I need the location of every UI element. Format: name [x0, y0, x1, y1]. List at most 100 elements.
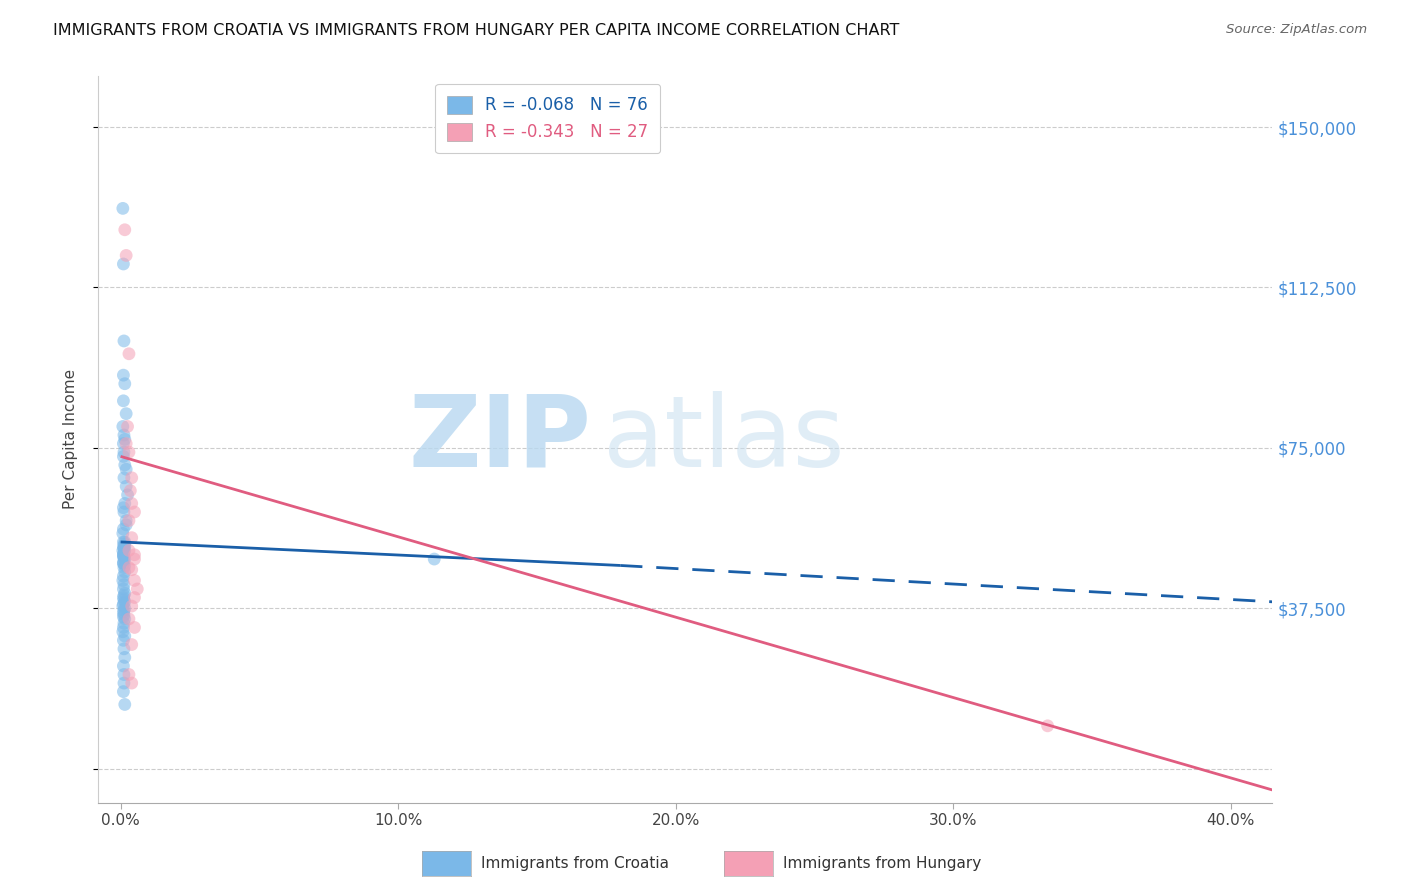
Point: [112, 500, 135, 515]
Point: [114, 535, 136, 549]
Point: [124, 574, 146, 588]
Point: [114, 558, 136, 573]
Point: [112, 471, 135, 485]
Point: [115, 479, 138, 493]
Point: [121, 638, 143, 652]
Point: [112, 633, 135, 648]
Point: [112, 549, 135, 564]
Point: [112, 436, 135, 450]
Point: [117, 419, 139, 434]
Point: [124, 548, 146, 562]
Point: [118, 445, 141, 459]
Y-axis label: Per Capita Income: Per Capita Income: [63, 369, 77, 509]
Point: [121, 676, 143, 690]
Point: [114, 595, 136, 609]
Text: Immigrants from Croatia: Immigrants from Croatia: [481, 856, 669, 871]
Point: [118, 514, 141, 528]
Point: [112, 539, 135, 553]
Point: [112, 450, 135, 464]
Point: [423, 552, 446, 566]
Point: [112, 607, 135, 622]
Point: [118, 543, 141, 558]
Point: [114, 223, 136, 237]
Point: [115, 514, 138, 528]
Point: [112, 549, 135, 564]
Point: [112, 684, 135, 698]
Point: [111, 202, 134, 216]
Point: [118, 347, 141, 361]
Point: [112, 548, 135, 562]
Point: [114, 376, 136, 391]
Point: [112, 569, 135, 583]
Point: [114, 552, 136, 566]
Point: [114, 601, 136, 615]
Point: [112, 541, 135, 556]
Point: [112, 676, 135, 690]
Point: [127, 582, 149, 596]
Point: [114, 543, 136, 558]
Text: IMMIGRANTS FROM CROATIA VS IMMIGRANTS FROM HUNGARY PER CAPITA INCOME CORRELATION: IMMIGRANTS FROM CROATIA VS IMMIGRANTS FR…: [53, 23, 900, 38]
Point: [118, 612, 141, 626]
Point: [112, 505, 135, 519]
Point: [112, 582, 135, 596]
Point: [112, 609, 135, 624]
Point: [1036, 719, 1059, 733]
Point: [111, 599, 134, 613]
Point: [115, 462, 138, 476]
Point: [111, 543, 134, 558]
Point: [114, 650, 136, 665]
Point: [112, 541, 135, 556]
Point: [124, 505, 146, 519]
Point: [124, 552, 146, 566]
Point: [112, 603, 135, 617]
Point: [112, 393, 135, 408]
Point: [112, 445, 135, 459]
Point: [112, 257, 135, 271]
Point: [114, 537, 136, 551]
Point: [111, 526, 134, 541]
Point: [114, 539, 136, 553]
Point: [112, 535, 135, 549]
Point: [112, 557, 135, 571]
Text: ZIP: ZIP: [409, 391, 592, 488]
Point: [121, 531, 143, 545]
Point: [112, 588, 135, 602]
Point: [112, 606, 135, 620]
Point: [112, 597, 135, 611]
Point: [111, 624, 134, 639]
Point: [124, 591, 146, 605]
Point: [114, 458, 136, 472]
Text: Immigrants from Hungary: Immigrants from Hungary: [783, 856, 981, 871]
Point: [114, 565, 136, 579]
Legend: R = -0.068   N = 76, R = -0.343   N = 27: R = -0.068 N = 76, R = -0.343 N = 27: [436, 84, 661, 153]
Point: [112, 641, 135, 656]
Point: [112, 578, 135, 592]
Point: [124, 620, 146, 634]
Point: [120, 483, 142, 498]
Point: [112, 560, 135, 574]
Point: [114, 629, 136, 643]
Point: [112, 522, 135, 536]
Point: [111, 574, 134, 588]
Point: [118, 667, 141, 681]
Point: [112, 548, 135, 562]
Point: [112, 592, 135, 607]
Point: [112, 659, 135, 673]
Point: [111, 419, 134, 434]
Point: [115, 517, 138, 532]
Point: [112, 428, 135, 442]
Point: [121, 471, 143, 485]
Point: [121, 496, 143, 510]
Point: [112, 554, 135, 568]
Point: [121, 599, 143, 613]
Point: [112, 546, 135, 560]
Point: [112, 334, 135, 348]
Point: [118, 560, 141, 574]
Text: Source: ZipAtlas.com: Source: ZipAtlas.com: [1226, 23, 1367, 37]
Point: [112, 620, 135, 634]
Point: [114, 586, 136, 600]
Point: [115, 407, 138, 421]
Point: [114, 496, 136, 510]
Point: [114, 612, 136, 626]
Point: [117, 488, 139, 502]
